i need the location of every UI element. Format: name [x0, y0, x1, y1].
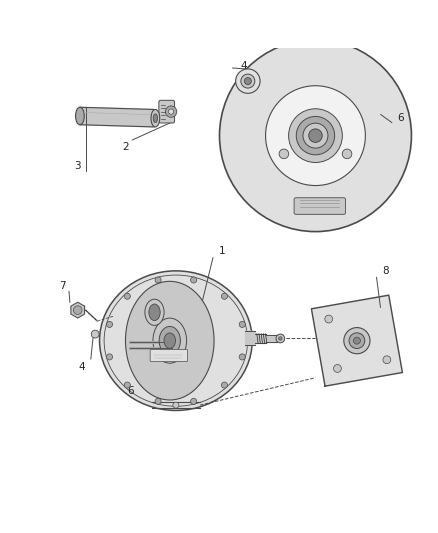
Circle shape — [219, 39, 410, 232]
Text: 3: 3 — [74, 161, 81, 171]
Circle shape — [91, 330, 99, 338]
FancyBboxPatch shape — [159, 100, 174, 123]
Text: 7: 7 — [59, 281, 66, 291]
Circle shape — [302, 123, 327, 148]
Circle shape — [265, 86, 364, 185]
Ellipse shape — [159, 326, 180, 355]
Circle shape — [308, 129, 321, 142]
Circle shape — [382, 356, 390, 364]
Circle shape — [288, 109, 342, 163]
Ellipse shape — [75, 107, 84, 125]
Ellipse shape — [148, 304, 160, 320]
Text: 4: 4 — [78, 362, 85, 372]
Text: 8: 8 — [381, 266, 388, 276]
Text: 4: 4 — [240, 61, 246, 71]
Circle shape — [124, 293, 130, 300]
Circle shape — [165, 106, 177, 117]
Circle shape — [244, 78, 251, 85]
Ellipse shape — [164, 333, 175, 349]
Circle shape — [240, 74, 254, 88]
Circle shape — [73, 306, 82, 314]
Circle shape — [353, 337, 360, 344]
Circle shape — [278, 337, 282, 340]
Circle shape — [348, 333, 364, 349]
Circle shape — [155, 277, 161, 283]
Circle shape — [106, 354, 112, 360]
Ellipse shape — [99, 271, 252, 410]
Circle shape — [106, 321, 112, 327]
Circle shape — [221, 382, 227, 388]
Polygon shape — [266, 335, 277, 342]
Ellipse shape — [152, 318, 186, 363]
Polygon shape — [80, 107, 154, 127]
Circle shape — [168, 109, 173, 114]
Circle shape — [343, 328, 369, 354]
Circle shape — [333, 365, 341, 373]
Circle shape — [324, 315, 332, 323]
Circle shape — [276, 334, 284, 343]
Ellipse shape — [153, 114, 157, 123]
Polygon shape — [311, 295, 402, 386]
Circle shape — [155, 398, 161, 405]
Text: 6: 6 — [396, 113, 403, 123]
Text: 2: 2 — [122, 142, 129, 151]
FancyBboxPatch shape — [150, 350, 187, 361]
Circle shape — [342, 149, 351, 159]
Polygon shape — [255, 334, 266, 343]
Circle shape — [239, 321, 245, 327]
Circle shape — [221, 293, 227, 300]
Circle shape — [173, 402, 179, 408]
Ellipse shape — [125, 281, 214, 400]
Circle shape — [239, 354, 245, 360]
Polygon shape — [71, 302, 85, 318]
Text: 6: 6 — [127, 386, 133, 396]
Circle shape — [124, 382, 130, 388]
FancyBboxPatch shape — [293, 198, 345, 214]
Ellipse shape — [151, 109, 159, 127]
Ellipse shape — [145, 299, 164, 325]
Circle shape — [279, 149, 288, 159]
Text: 1: 1 — [218, 246, 225, 256]
Polygon shape — [244, 332, 255, 345]
Circle shape — [235, 69, 259, 93]
Circle shape — [190, 398, 196, 405]
Circle shape — [190, 277, 196, 283]
Circle shape — [296, 116, 334, 155]
